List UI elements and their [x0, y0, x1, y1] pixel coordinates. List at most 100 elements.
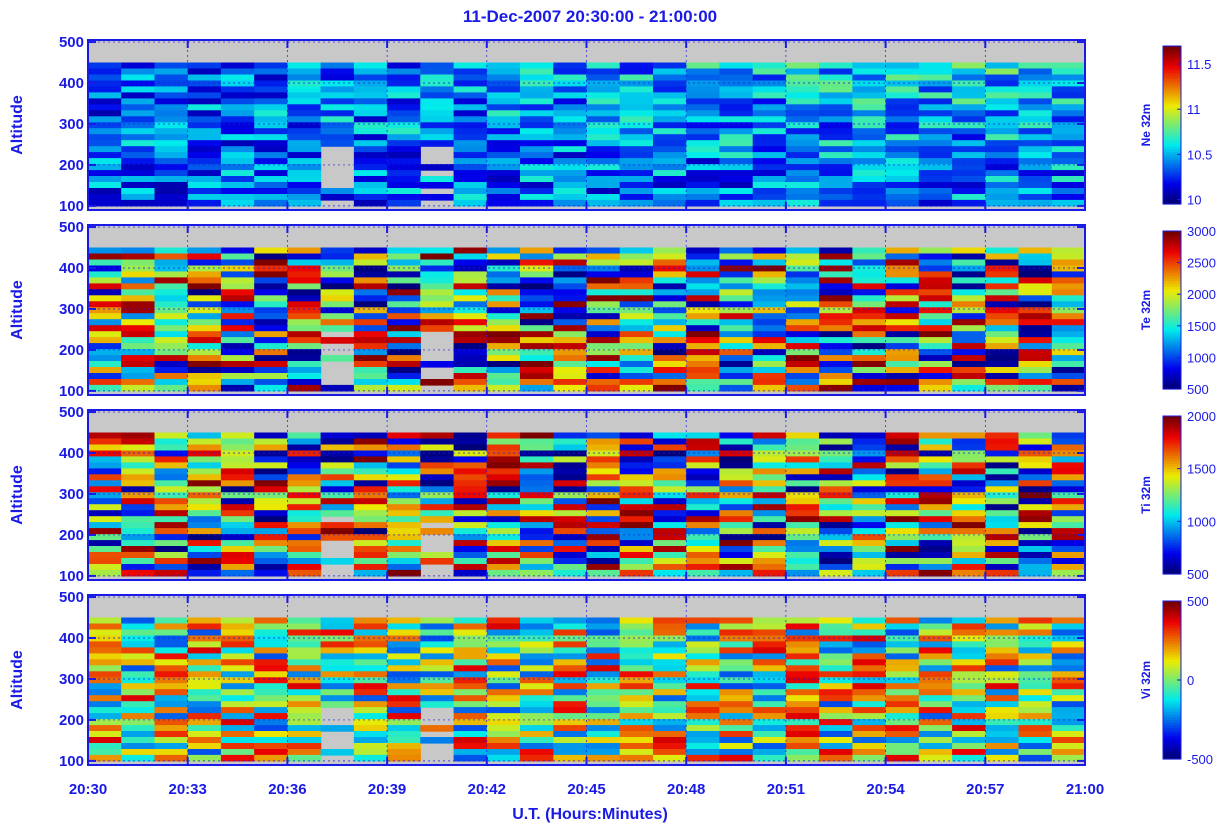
heatmap-cell [486, 528, 521, 535]
heatmap-cell [619, 277, 654, 284]
heatmap-cell [719, 253, 754, 261]
heatmap-cell [952, 325, 986, 332]
heatmap-cell [719, 552, 754, 559]
heatmap-cell [952, 384, 986, 392]
colorbar-segment [1163, 651, 1181, 655]
heatmap-cell [220, 641, 255, 648]
heatmap-cell [88, 140, 122, 147]
heatmap-cell [852, 617, 887, 625]
heatmap-cell [520, 528, 554, 535]
heatmap-cell [287, 486, 322, 493]
heatmap-cell [353, 558, 388, 565]
heatmap-cell [785, 194, 820, 201]
heatmap-cell [154, 134, 189, 141]
heatmap-cell [985, 647, 1020, 654]
heatmap-cell [254, 152, 288, 159]
heatmap-cell [220, 635, 255, 643]
heatmap-cell [121, 367, 155, 374]
heatmap-cell [553, 164, 588, 171]
colorbar-segment [1163, 148, 1181, 152]
heatmap-cell [852, 104, 887, 111]
heatmap-cell [918, 689, 953, 696]
heatmap-cell [852, 307, 887, 314]
heatmap-cell [785, 361, 820, 368]
heatmap-cell [387, 504, 421, 511]
heatmap-cell [486, 283, 521, 290]
heatmap-cell [985, 92, 1020, 99]
colorbar-label: Vi 32m [1139, 661, 1153, 699]
heatmap-cell [952, 719, 986, 726]
heatmap-cell [520, 731, 554, 738]
heatmap-cell [686, 289, 720, 296]
heatmap-cell [686, 182, 720, 189]
heatmap-cell [985, 325, 1020, 332]
heatmap-cell [254, 510, 288, 517]
heatmap-cell [1051, 158, 1086, 165]
heatmap-cell [88, 468, 122, 475]
heatmap-cell [1051, 373, 1086, 380]
heatmap-cell [619, 110, 654, 117]
heatmap-cell [320, 701, 355, 708]
heatmap-cell [1018, 289, 1053, 296]
colorbar-segment [1163, 275, 1181, 279]
heatmap-cell [553, 432, 588, 440]
heatmap-cell [686, 480, 720, 487]
heatmap-cell [553, 104, 588, 111]
heatmap-cell [686, 164, 720, 171]
heatmap-cell [220, 659, 255, 666]
heatmap-cell [952, 665, 986, 672]
heatmap-cell [752, 683, 787, 690]
heatmap-cell [121, 462, 155, 469]
heatmap-cell [819, 265, 853, 273]
heatmap-cell [653, 504, 687, 511]
heatmap-cell [353, 253, 388, 261]
heatmap-cell [686, 438, 720, 446]
heatmap-cell [486, 295, 521, 302]
heatmap-cell [121, 301, 155, 308]
heatmap-cell [619, 653, 654, 660]
heatmap-cell [387, 384, 421, 392]
heatmap-cell [952, 689, 986, 696]
heatmap-cell [121, 116, 155, 123]
heatmap-cell [187, 623, 222, 631]
heatmap-cell [653, 474, 687, 481]
heatmap-cell [353, 170, 388, 177]
heatmap-cell [686, 629, 720, 637]
heatmap-cell [752, 295, 787, 302]
heatmap-cell [985, 355, 1020, 362]
colorbar-segment [1163, 198, 1181, 202]
heatmap-cell [220, 444, 255, 452]
heatmap-cell [553, 713, 588, 720]
heatmap-cell [1051, 432, 1086, 440]
heatmap-cell [387, 701, 421, 708]
heatmap-cell [852, 623, 887, 631]
colorbar-segment [1163, 616, 1181, 620]
heatmap-cell [187, 540, 222, 547]
heatmap-cell [885, 677, 920, 684]
y-tick-label: 300 [59, 486, 84, 503]
heatmap-cell [1051, 623, 1086, 631]
heatmap-cell [387, 74, 421, 82]
heatmap-cell [918, 564, 953, 571]
heatmap-cell [852, 492, 887, 499]
heatmap-cell [719, 373, 754, 380]
heatmap-cell [88, 749, 122, 756]
heatmap-cell [852, 528, 887, 535]
heatmap-cell [918, 462, 953, 469]
heatmap-cell [952, 182, 986, 189]
heatmap-cell [719, 361, 754, 368]
heatmap-cell [1018, 480, 1053, 487]
heatmap-cell [1018, 432, 1053, 440]
heatmap-cell [187, 522, 222, 529]
colorbar-label: Te 32m [1139, 290, 1153, 330]
heatmap-cell [553, 140, 588, 147]
heatmap-cell [353, 546, 388, 553]
heatmap-cell [88, 176, 122, 183]
heatmap-cell [719, 444, 754, 452]
heatmap-cell [885, 498, 920, 505]
heatmap-cell [785, 462, 820, 469]
heatmap-cell [254, 349, 288, 356]
heatmap-cell [918, 253, 953, 261]
heatmap-cell [420, 283, 455, 290]
x-tick-label: 20:57 [966, 781, 1004, 798]
